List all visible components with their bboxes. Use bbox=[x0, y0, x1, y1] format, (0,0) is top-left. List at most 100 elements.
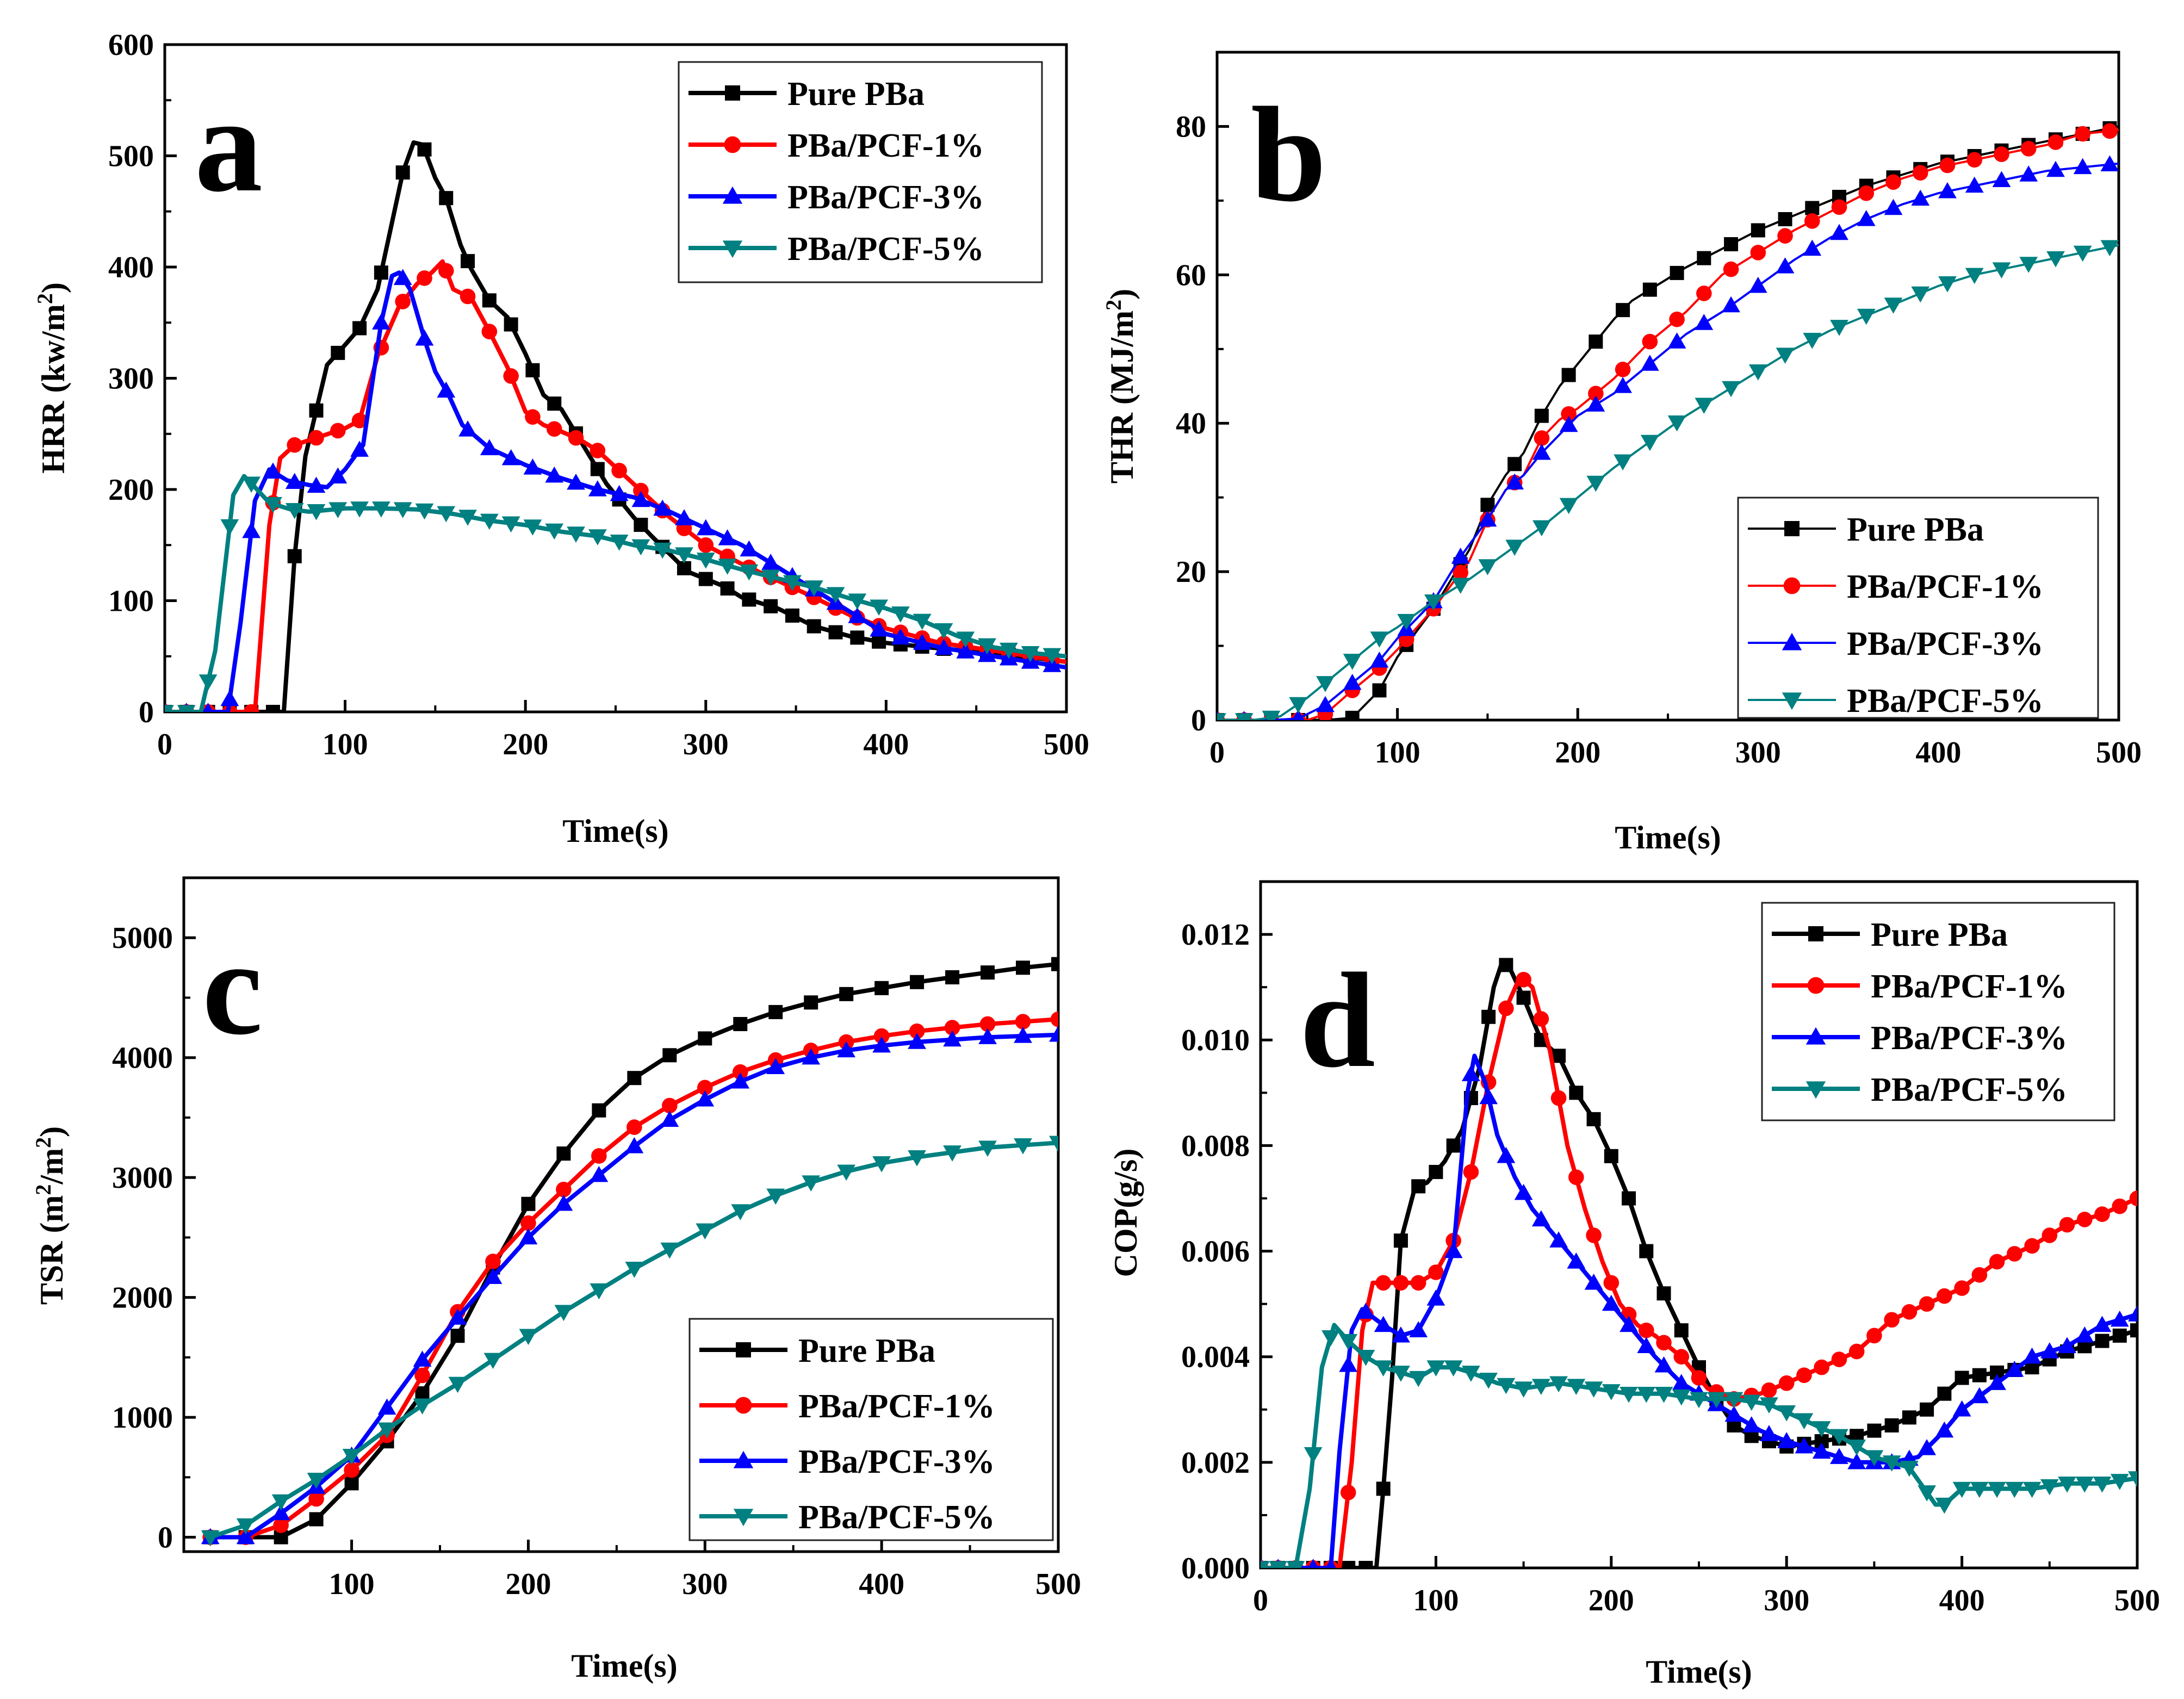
data-point-marker bbox=[633, 482, 649, 499]
data-point-marker bbox=[1955, 1371, 1969, 1385]
data-point-marker bbox=[1654, 1386, 1673, 1403]
data-point-marker bbox=[1882, 1455, 1901, 1472]
data-point-marker bbox=[328, 502, 348, 518]
data-point-marker bbox=[910, 975, 925, 989]
data-point-marker bbox=[1884, 1418, 1899, 1433]
data-point-marker bbox=[1911, 189, 1930, 206]
data-point-marker bbox=[1532, 520, 1551, 537]
x-tick-label: 200 bbox=[502, 728, 548, 761]
data-point-marker bbox=[1463, 1164, 1479, 1180]
data-point-marker bbox=[1411, 1179, 1426, 1194]
data-point-marker bbox=[1497, 1378, 1516, 1394]
data-point-marker bbox=[482, 293, 497, 308]
data-point-marker bbox=[872, 634, 886, 649]
data-point-marker bbox=[372, 313, 390, 330]
data-point-marker bbox=[588, 480, 607, 497]
data-point-marker bbox=[2076, 1211, 2093, 1227]
panel-c: 100 200 300 400 500 0 1000 2000 3000 4000 5000 Ti… bbox=[31, 876, 1081, 1684]
series-line bbox=[165, 474, 1066, 712]
y-tick-label: 2000 bbox=[112, 1281, 173, 1315]
data-point-marker bbox=[1654, 1356, 1673, 1373]
data-point-marker bbox=[1429, 1164, 1443, 1179]
data-point-marker bbox=[265, 705, 280, 712]
data-point-marker bbox=[1965, 176, 1984, 193]
data-point-marker bbox=[1050, 1011, 1058, 1027]
panel-d: 0 100 200 300 400 500 0.0000.0020.0040.0060.0… bbox=[1108, 880, 2160, 1690]
data-point-marker bbox=[874, 981, 889, 995]
data-point-marker bbox=[1938, 276, 1957, 293]
data-point-marker bbox=[848, 607, 867, 623]
data-point-marker bbox=[352, 321, 367, 336]
data-point-marker bbox=[480, 513, 499, 530]
data-point-marker bbox=[448, 1309, 467, 1325]
data-point-marker bbox=[913, 613, 932, 630]
data-point-marker bbox=[848, 593, 867, 610]
y-tick-label: 0.004 bbox=[1181, 1341, 1250, 1374]
data-point-marker bbox=[1620, 1386, 1638, 1403]
data-point-marker bbox=[344, 1462, 359, 1478]
data-point-marker bbox=[1994, 146, 2009, 162]
data-point-marker bbox=[1656, 1335, 1672, 1351]
legend-label: PBa/PCF-5% bbox=[787, 231, 984, 268]
data-point-marker bbox=[1588, 386, 1604, 401]
data-point-marker bbox=[520, 1215, 536, 1231]
data-point-marker bbox=[698, 1031, 712, 1046]
data-point-marker bbox=[1356, 1303, 1375, 1319]
data-point-marker bbox=[1505, 473, 1524, 490]
y-axis-ticks: 0 100 200 300 400 500 600 bbox=[108, 28, 177, 729]
data-point-marker bbox=[588, 529, 607, 545]
panel-letter-d: d bbox=[1300, 945, 1375, 1096]
data-point-marker bbox=[1954, 1280, 1970, 1296]
data-point-marker bbox=[978, 638, 996, 655]
data-point-marker bbox=[2040, 1342, 2059, 1359]
data-point-marker bbox=[1014, 1138, 1032, 1155]
data-point-marker bbox=[978, 1028, 997, 1044]
y-axis-title-main: THR (MJ/m bbox=[1104, 311, 1140, 483]
series-4 bbox=[1217, 240, 2119, 720]
x-tick-label: 200 bbox=[505, 1567, 551, 1601]
data-point-marker bbox=[1722, 381, 1740, 398]
data-point-marker bbox=[1340, 1485, 1356, 1500]
data-point-marker bbox=[351, 412, 368, 429]
legend: Pure PBa PBa/PCF-1% PBa/PCF-3% PBa/PCF-5% bbox=[1761, 902, 2115, 1121]
y-tick-label: 0 bbox=[158, 1521, 173, 1555]
data-point-marker bbox=[1507, 457, 1522, 472]
data-point-marker bbox=[870, 599, 889, 616]
y-tick-label: 4000 bbox=[112, 1041, 173, 1075]
data-point-marker bbox=[1867, 1423, 1882, 1438]
data-point-marker bbox=[2046, 160, 2065, 177]
data-point-marker bbox=[872, 1156, 891, 1173]
data-point-marker bbox=[804, 580, 823, 597]
data-point-marker bbox=[567, 473, 585, 490]
x-axis-title: Time(s) bbox=[562, 813, 669, 849]
x-axis-ticks: 100 200 300 400 500 bbox=[329, 1540, 1081, 1601]
plot-area bbox=[1261, 958, 2137, 1568]
data-point-marker bbox=[1410, 1275, 1426, 1291]
data-point-marker bbox=[1392, 1366, 1410, 1382]
data-point-marker bbox=[590, 443, 606, 458]
data-point-marker bbox=[1341, 1561, 1356, 1568]
data-point-marker bbox=[350, 441, 369, 457]
data-point-marker bbox=[1516, 990, 1531, 1005]
data-point-marker bbox=[806, 619, 821, 634]
y-tick-label: 100 bbox=[108, 585, 154, 618]
data-point-marker bbox=[285, 473, 304, 489]
data-point-marker bbox=[2129, 1190, 2137, 1206]
data-point-marker bbox=[437, 506, 456, 523]
data-point-marker bbox=[1640, 355, 1659, 371]
data-point-marker bbox=[2007, 1246, 2022, 1262]
y-tick-label: 0 bbox=[139, 696, 154, 729]
data-point-marker bbox=[1972, 1368, 1987, 1382]
y-tick-label: 3000 bbox=[112, 1161, 173, 1195]
data-point-marker bbox=[395, 165, 410, 180]
data-point-marker bbox=[2075, 1326, 2094, 1343]
data-point-marker bbox=[1761, 1382, 1777, 1398]
data-point-marker bbox=[1952, 1481, 1971, 1498]
data-point-marker bbox=[733, 1509, 754, 1527]
data-point-marker bbox=[732, 1064, 748, 1080]
series-line bbox=[1217, 244, 2119, 720]
data-point-marker bbox=[1642, 282, 1657, 297]
data-point-marker bbox=[1812, 1442, 1831, 1459]
data-point-marker bbox=[1778, 212, 1792, 226]
legend: Pure PBa PBa/PCF-1% PBa/PCF-3% PBa/PCF-5% bbox=[688, 1318, 1054, 1541]
